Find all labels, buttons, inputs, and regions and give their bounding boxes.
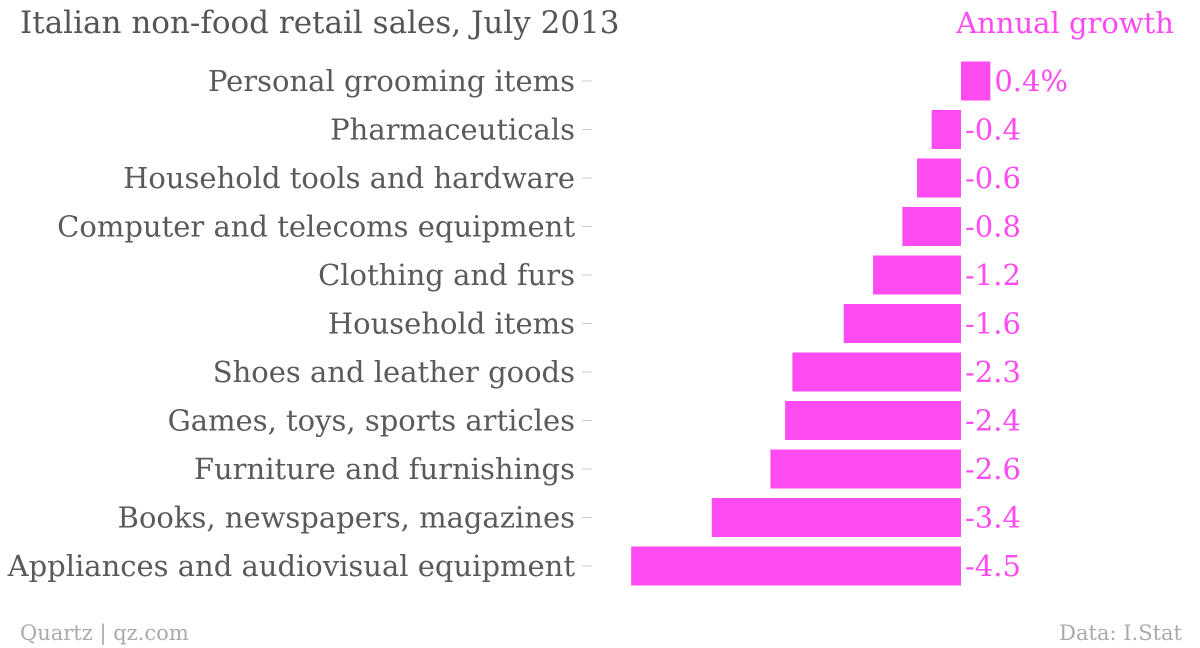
category-label: Pharmaceuticals	[330, 113, 575, 147]
category-label: Household tools and hardware	[123, 161, 575, 195]
category-label: Clothing and furs	[318, 258, 575, 292]
category-label: Shoes and leather goods	[213, 355, 575, 389]
bar	[961, 61, 991, 101]
data-source: Data: I.Stat	[1059, 621, 1182, 645]
value-label: -0.4	[965, 113, 1021, 147]
category-label: Household items	[328, 307, 575, 341]
chart-title: Italian non-food retail sales, July 2013	[20, 5, 620, 41]
bars-layer: Personal grooming items 0.4% Pharmaceutica…	[7, 61, 1068, 586]
bar	[631, 546, 961, 586]
category-label: Personal grooming items	[208, 64, 575, 98]
series-label: Annual growth	[955, 6, 1174, 40]
bar	[902, 207, 961, 246]
bar	[917, 158, 961, 198]
bar	[770, 449, 961, 489]
value-label: -0.6	[965, 161, 1021, 195]
category-label: Games, toys, sports articles	[168, 404, 575, 438]
category-label: Furniture and furnishings	[194, 452, 575, 486]
value-label: -2.4	[965, 404, 1021, 438]
bar	[843, 304, 961, 343]
value-label: -3.4	[965, 501, 1021, 535]
value-label: -1.2	[965, 258, 1021, 292]
bar	[711, 498, 961, 537]
value-label: -4.5	[965, 549, 1021, 583]
bar	[785, 401, 961, 440]
value-label: -2.3	[965, 355, 1021, 389]
value-label: -0.8	[965, 210, 1021, 244]
value-label: 0.4%	[994, 64, 1068, 98]
category-label: Books, newspapers, magazines	[118, 501, 575, 535]
value-label: -1.6	[965, 307, 1021, 341]
value-label: -2.6	[965, 452, 1021, 486]
category-label: Appliances and audiovisual equipment	[7, 549, 576, 583]
bar	[873, 255, 961, 295]
bar	[931, 110, 961, 149]
category-label: Computer and telecoms equipment	[57, 210, 575, 244]
bar	[792, 352, 961, 392]
source-credit: Quartz | qz.com	[20, 621, 189, 646]
